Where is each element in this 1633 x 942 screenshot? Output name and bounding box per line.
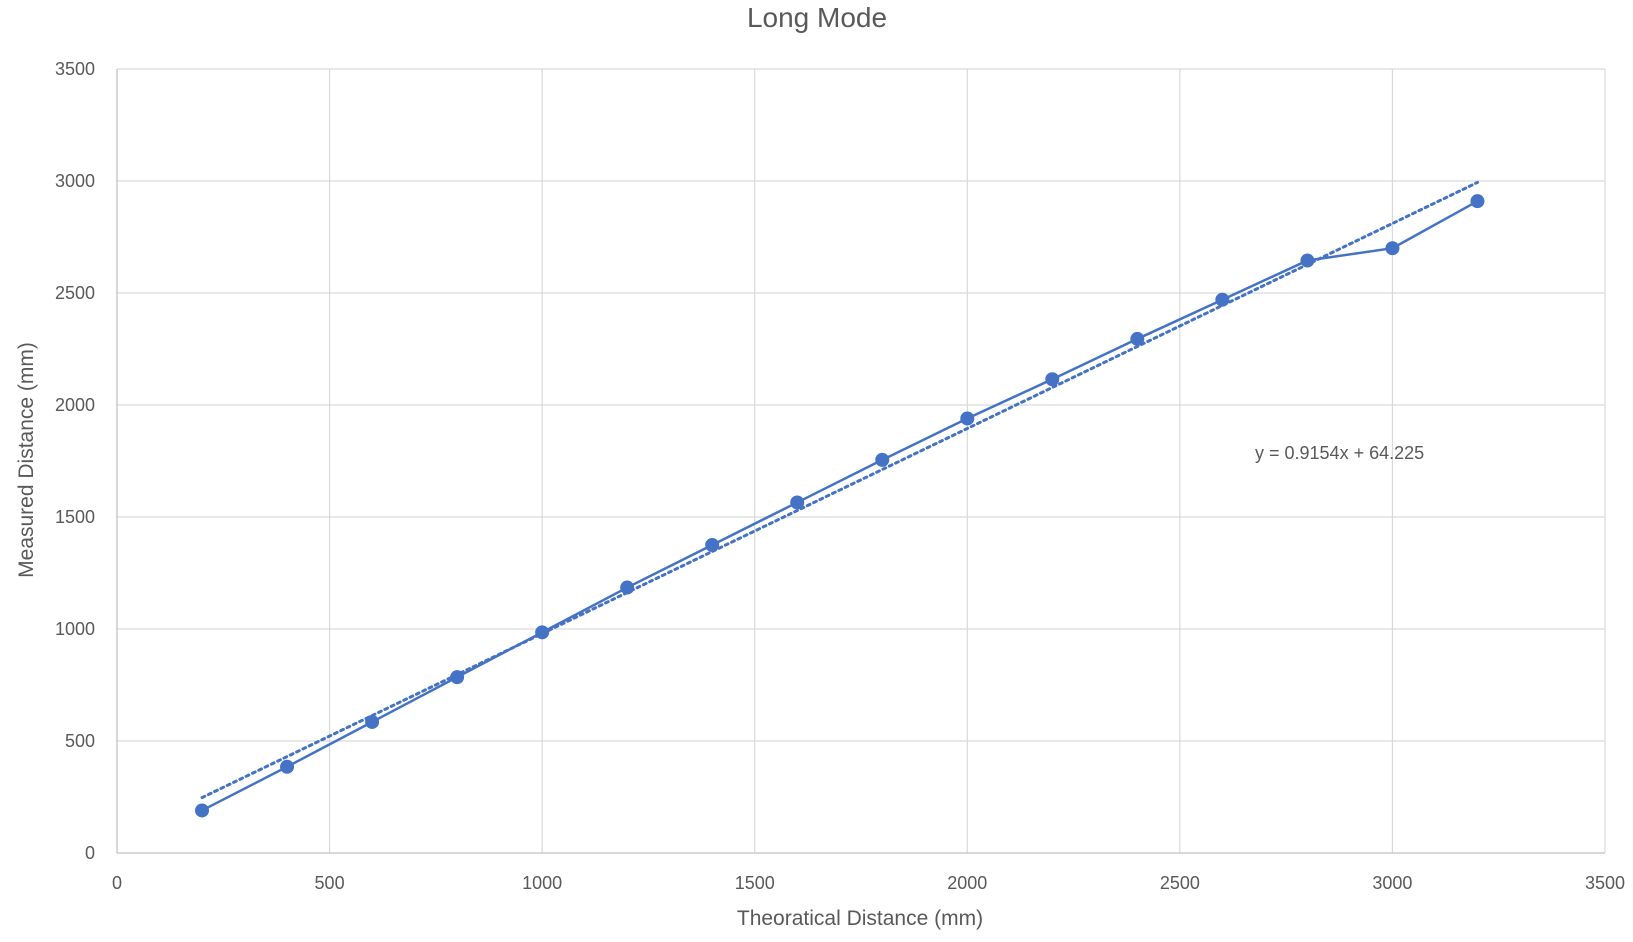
data-point (960, 411, 975, 426)
data-point (535, 625, 550, 640)
x-axis-label: Theoratical Distance (mm) (737, 907, 983, 930)
data-point (450, 670, 465, 685)
x-tick-label: 2000 (947, 873, 987, 893)
x-tick-label: 2500 (1160, 873, 1200, 893)
data-point (875, 452, 890, 467)
axes (116, 69, 1605, 854)
x-tick-label: 1000 (522, 873, 562, 893)
y-tick-label: 3000 (55, 171, 95, 191)
y-tick-label: 1000 (55, 619, 95, 639)
y-tick-label: 0 (85, 843, 95, 863)
data-point (790, 495, 805, 510)
chart-title: Long Mode (747, 2, 887, 33)
x-tick-label: 0 (112, 873, 122, 893)
y-axis-label: Measured Distance (mm) (15, 342, 38, 578)
gridlines (117, 68, 1606, 853)
data-point (1385, 241, 1400, 256)
data-point (1215, 292, 1230, 307)
data-point (365, 714, 380, 729)
trendline (200, 180, 1479, 800)
y-tick-label: 1500 (55, 507, 95, 527)
data-point (620, 580, 635, 595)
x-tick-label: 3500 (1585, 873, 1625, 893)
y-tick-label: 500 (65, 731, 95, 751)
data-point (1470, 194, 1485, 209)
series-line (201, 200, 1479, 812)
data-point (1130, 331, 1145, 346)
y-tick-label: 2000 (55, 395, 95, 415)
trendline-group (200, 180, 1479, 800)
y-tick-label: 2500 (55, 283, 95, 303)
trendline-equation: y = 0.9154x + 64.225 (1255, 443, 1424, 463)
x-tick-label: 1500 (735, 873, 775, 893)
data-point (195, 803, 210, 818)
tick-labels: 0 500 1000 1500 2000 2500 3000 3500 0 500 1000 1500… (55, 59, 1625, 893)
data-point (705, 538, 720, 552)
data-point (1045, 372, 1060, 387)
series-group (195, 194, 1485, 818)
x-tick-label: 3000 (1372, 873, 1412, 893)
x-tick-label: 500 (315, 873, 345, 893)
y-tick-label: 3500 (55, 59, 95, 79)
data-point (280, 759, 295, 774)
data-point (1300, 253, 1315, 268)
